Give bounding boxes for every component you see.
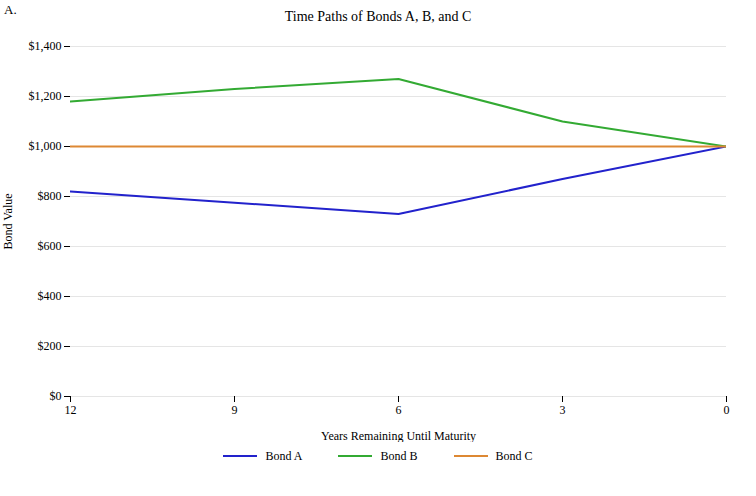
svg-text:9: 9 [232, 403, 238, 417]
svg-text:$600: $600 [38, 239, 62, 253]
svg-text:$1,000: $1,000 [29, 139, 62, 153]
svg-text:$400: $400 [38, 289, 62, 303]
svg-text:0: 0 [724, 403, 730, 417]
svg-text:12: 12 [65, 403, 77, 417]
svg-text:$200: $200 [38, 339, 62, 353]
html-text:A.: A. [4, 2, 17, 17]
svg-text:$800: $800 [38, 189, 62, 203]
svg-text:$0: $0 [50, 389, 62, 403]
svg-text:6: 6 [396, 403, 402, 417]
html-text:Bond B: Bond B [380, 448, 418, 463]
svg-text:$1,200: $1,200 [29, 89, 62, 103]
html-text:Bond A: Bond A [265, 448, 303, 463]
html-text:Time Paths of Bonds A, B, and: Time Paths of Bonds A, B, and C [284, 9, 472, 24]
svg-text:$1,400: $1,400 [29, 39, 62, 53]
svg-text:Bond Value: Bond Value [1, 193, 15, 249]
svg-text:3: 3 [560, 403, 566, 417]
svg-text:Years Remaining Until Maturity: Years Remaining Until Maturity [321, 429, 476, 443]
html-text:Bond C: Bond C [495, 448, 533, 463]
